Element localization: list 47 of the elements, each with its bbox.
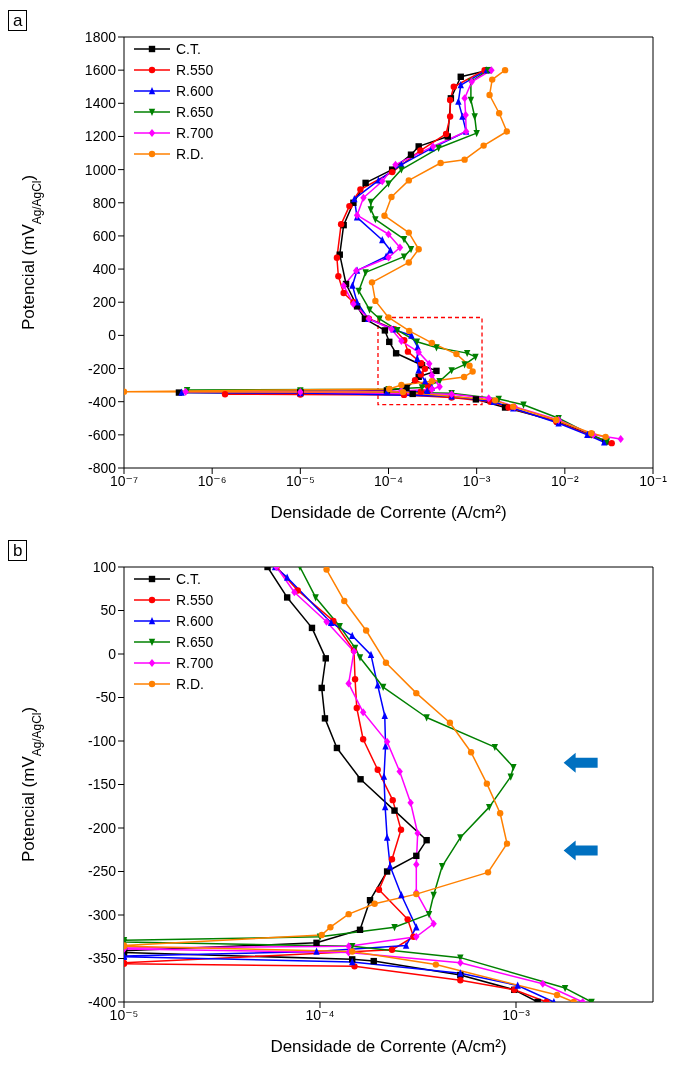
y-tick-label: 1800 [84, 28, 117, 45]
chart-title: b [8, 540, 28, 561]
legend-label: R.550 [176, 591, 214, 608]
y-tick-label: 1000 [84, 161, 117, 178]
y-tick-label: 600 [92, 227, 117, 244]
y-tick-label: 800 [92, 194, 117, 211]
legend-label: R.D. [176, 675, 204, 692]
x-axis-title: Densidade de Corrente (A/cm²) [270, 503, 507, 522]
legend-label: R.D. [176, 145, 204, 162]
x-tick-label: 10⁻³ [462, 472, 491, 489]
legend-label: C.T. [176, 40, 201, 57]
y-tick-label: -250 [87, 863, 117, 880]
x-tick-label: 10⁻² [551, 472, 579, 489]
y-tick-label: -350 [87, 950, 117, 967]
x-tick-label: 10⁻⁴ [374, 472, 403, 489]
y-tick-label: 1400 [84, 95, 117, 112]
x-tick-label: 10⁻⁵ [285, 472, 315, 489]
y-tick-label: -400 [87, 393, 117, 410]
legend-label: R.700 [176, 124, 214, 141]
legend-label: R.700 [176, 654, 214, 671]
x-tick-label: 10⁻¹ [639, 472, 668, 489]
y-tick-label: -300 [87, 906, 117, 923]
legend-label: R.600 [176, 612, 214, 629]
x-axis-title: Densidade de Corrente (A/cm²) [270, 1037, 507, 1056]
legend-label: R.550 [176, 61, 214, 78]
y-tick-label: 400 [92, 261, 117, 278]
y-tick-label: -100 [87, 732, 117, 749]
y-tick-label: 50 [100, 602, 117, 619]
y-tick-label: 1600 [84, 62, 117, 79]
y-tick-label: 0 [108, 645, 117, 662]
legend-label: R.600 [176, 82, 214, 99]
legend-label: C.T. [176, 570, 201, 587]
y-tick-label: -50 [95, 689, 117, 706]
chart-title: a [8, 10, 28, 31]
y-tick-label: 200 [92, 294, 117, 311]
y-tick-label: -200 [87, 360, 117, 377]
y-tick-label: -200 [87, 819, 117, 836]
legend-label: R.650 [176, 103, 214, 120]
y-tick-label: 1200 [84, 128, 117, 145]
y-tick-label: -150 [87, 776, 117, 793]
x-tick-label: 10⁻⁴ [305, 1006, 335, 1023]
x-tick-label: 10⁻⁶ [197, 472, 227, 489]
y-tick-label: -600 [87, 426, 117, 443]
y-tick-label: 0 [108, 327, 117, 344]
x-tick-label: 10⁻³ [502, 1006, 531, 1023]
y-tick-label: 100 [92, 558, 117, 575]
legend-label: R.650 [176, 633, 214, 650]
